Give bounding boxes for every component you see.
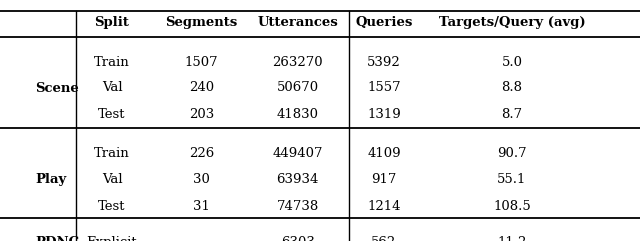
Text: Val: Val bbox=[102, 81, 122, 94]
Text: 63934: 63934 bbox=[276, 173, 319, 186]
Text: 41830: 41830 bbox=[276, 108, 319, 121]
Text: Train: Train bbox=[94, 147, 130, 160]
Text: 90.7: 90.7 bbox=[497, 147, 527, 160]
Text: 50670: 50670 bbox=[276, 81, 319, 94]
Text: Test: Test bbox=[99, 108, 125, 121]
Text: 562: 562 bbox=[371, 236, 397, 241]
Text: Queries: Queries bbox=[355, 16, 413, 29]
Text: 1557: 1557 bbox=[367, 81, 401, 94]
Text: 203: 203 bbox=[189, 108, 214, 121]
Text: Play: Play bbox=[35, 173, 67, 186]
Text: 8.8: 8.8 bbox=[502, 81, 522, 94]
Text: 1214: 1214 bbox=[367, 200, 401, 213]
Text: 74738: 74738 bbox=[276, 200, 319, 213]
Text: 55.1: 55.1 bbox=[497, 173, 527, 186]
Text: 4109: 4109 bbox=[367, 147, 401, 160]
Text: 263270: 263270 bbox=[272, 56, 323, 69]
Text: Segments: Segments bbox=[166, 16, 237, 29]
Text: 8.7: 8.7 bbox=[501, 108, 523, 121]
Text: Val: Val bbox=[102, 173, 122, 186]
Text: Scene: Scene bbox=[35, 82, 79, 95]
Text: -: - bbox=[199, 236, 204, 241]
Text: PDNC: PDNC bbox=[35, 236, 79, 241]
Text: Split: Split bbox=[95, 16, 129, 29]
Text: 449407: 449407 bbox=[273, 147, 323, 160]
Text: 30: 30 bbox=[193, 173, 210, 186]
Text: Targets/Query (avg): Targets/Query (avg) bbox=[438, 16, 586, 29]
Text: 108.5: 108.5 bbox=[493, 200, 531, 213]
Text: 11.2: 11.2 bbox=[497, 236, 527, 241]
Text: 31: 31 bbox=[193, 200, 210, 213]
Text: 240: 240 bbox=[189, 81, 214, 94]
Text: Explicit: Explicit bbox=[86, 236, 138, 241]
Text: Utterances: Utterances bbox=[257, 16, 338, 29]
Text: 1319: 1319 bbox=[367, 108, 401, 121]
Text: 226: 226 bbox=[189, 147, 214, 160]
Text: 6303: 6303 bbox=[281, 236, 314, 241]
Text: 917: 917 bbox=[371, 173, 397, 186]
Text: 5392: 5392 bbox=[367, 56, 401, 69]
Text: 5.0: 5.0 bbox=[502, 56, 522, 69]
Text: Train: Train bbox=[94, 56, 130, 69]
Text: Test: Test bbox=[99, 200, 125, 213]
Text: 1507: 1507 bbox=[185, 56, 218, 69]
